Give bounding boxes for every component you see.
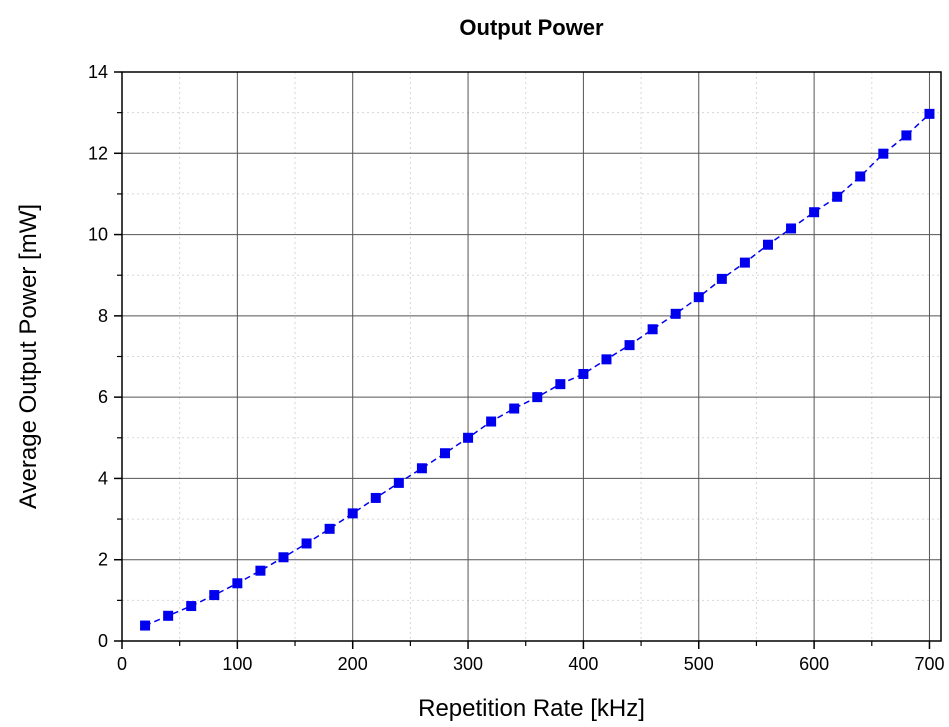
major-gridlines [122,72,941,641]
y-tick-label: 4 [98,468,108,488]
y-tick-label: 6 [98,387,108,407]
data-point-marker [186,601,197,612]
data-point-marker [716,273,727,284]
data-point-marker [393,477,404,488]
data-point-marker [486,416,497,427]
data-point-marker [347,508,358,519]
y-tick-label: 2 [98,550,108,570]
data-point-marker [601,354,612,365]
data-point-marker [232,578,243,589]
data-point-marker [878,148,889,159]
data-point-marker [301,538,312,549]
x-tick-label: 200 [338,654,368,674]
y-axis-label: Average Output Power [mW] [15,204,42,509]
series-layer [140,108,935,631]
data-point-marker [555,379,566,390]
x-axis-label: Repetition Rate [kHz] [418,695,645,722]
axis-ticks [114,71,931,649]
data-point-marker [786,223,797,234]
data-point-marker [647,324,658,335]
y-tick-label: 14 [88,62,108,82]
y-tick-label: 8 [98,306,108,326]
x-tick-label: 0 [117,654,127,674]
data-point-marker [693,292,704,303]
data-point-marker [255,565,266,576]
data-point-marker [532,392,543,403]
x-tick-label: 600 [799,654,829,674]
data-point-marker [809,207,820,218]
y-tick-label: 12 [88,143,108,163]
data-point-marker [416,463,427,474]
data-point-marker [924,108,935,119]
data-point-marker [463,432,474,443]
data-point-marker [670,308,681,319]
data-point-marker [324,523,335,534]
data-point-marker [439,448,450,459]
data-point-marker [855,171,866,182]
x-tick-label: 100 [222,654,252,674]
data-point-marker [509,403,520,414]
chart-title: Output Power [459,15,604,40]
x-tick-label: 500 [684,654,714,674]
data-point-marker [901,130,912,141]
data-point-marker [624,340,635,351]
data-point-marker [209,590,220,601]
y-tick-label: 0 [98,631,108,651]
data-point-marker [140,620,151,631]
minor-gridlines [122,72,941,641]
data-point-marker [578,368,589,379]
data-point-marker [163,610,174,621]
data-point-marker [762,239,773,250]
x-tick-label: 700 [914,654,944,674]
data-point-marker [832,191,843,202]
tick-labels: 0 100 200 300 400 500 600 700 0 2 4 6 8 10 12 14 [88,62,945,674]
x-tick-label: 300 [453,654,483,674]
x-tick-label: 400 [568,654,598,674]
data-point-marker [278,552,289,563]
data-point-marker [739,257,750,268]
data-point-marker [370,492,381,503]
y-tick-label: 10 [88,225,108,245]
series-line [144,113,931,627]
